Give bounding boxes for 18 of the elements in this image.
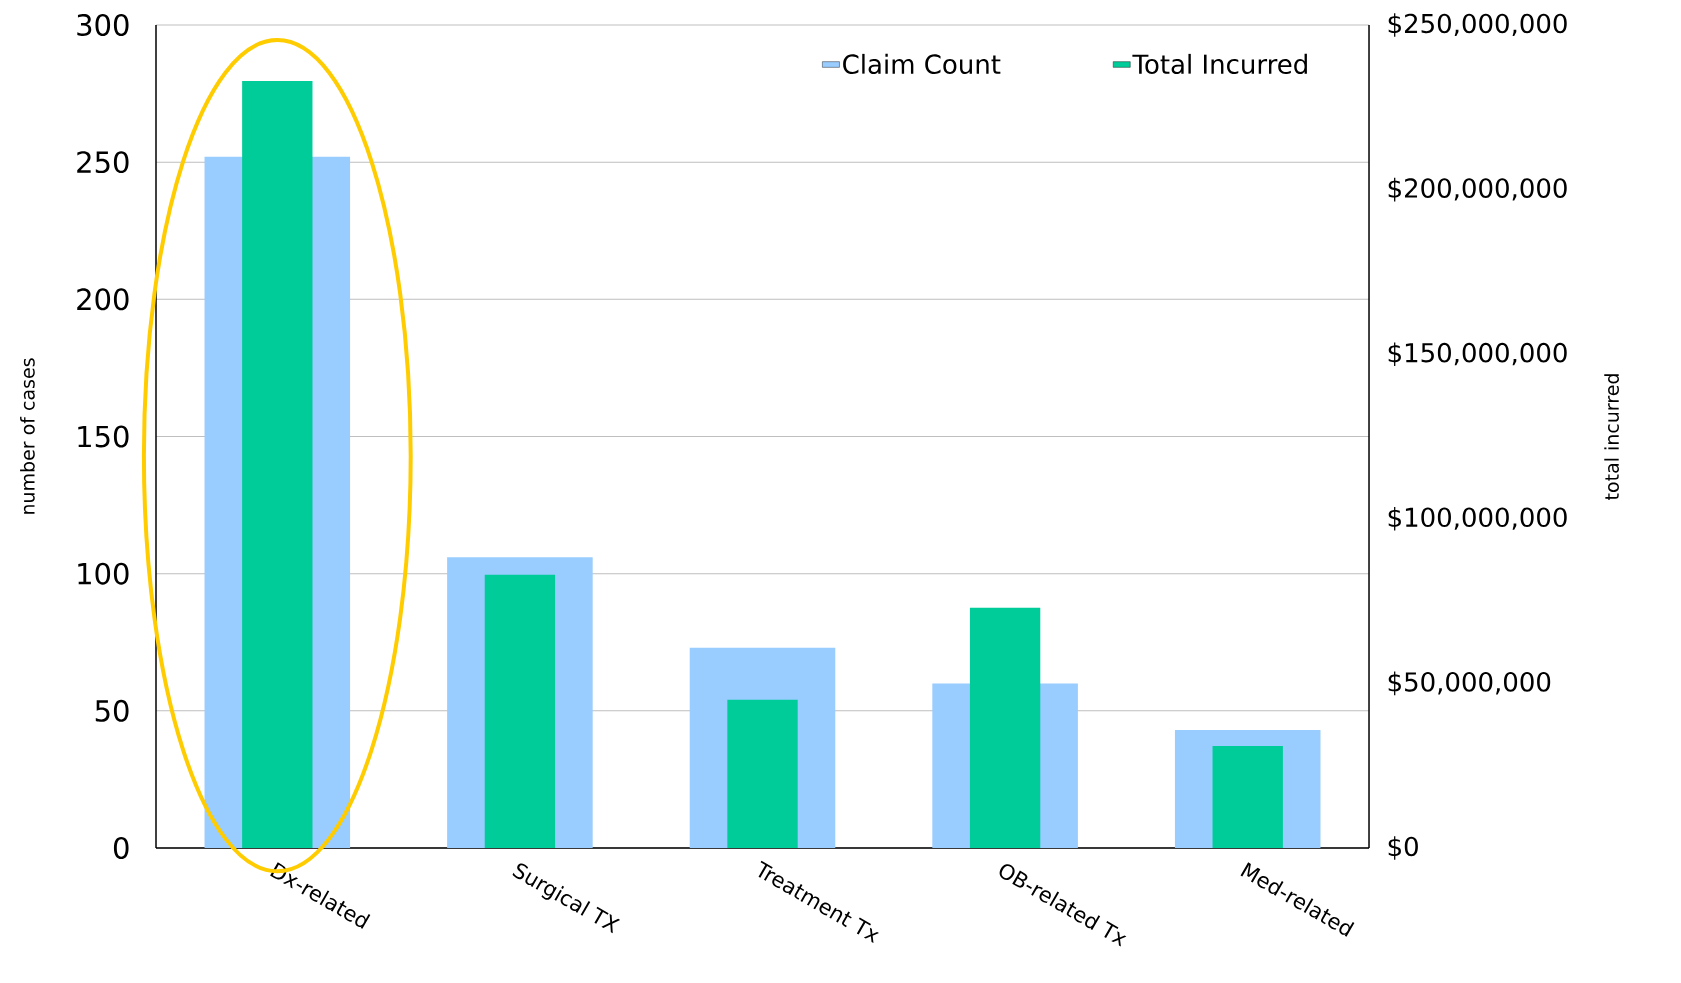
y-tick-label: 300: [77, 14, 129, 36]
y2-tick-label: $50,000,000: [1388, 671, 1551, 696]
legend-label: Total Incurred: [1132, 53, 1307, 74]
y2-tick-label: $250,000,000: [1388, 13, 1567, 37]
y2-tick-label: $150,000,000: [1388, 342, 1567, 366]
y-tick-label: 150: [78, 425, 129, 448]
legend-label: Claim Count: [843, 53, 1001, 74]
y2-tick-label: $100,000,000: [1388, 507, 1567, 531]
y-tick-label: 50: [95, 699, 129, 722]
y-tick-label: 100: [78, 562, 129, 585]
y-tick-label: 200: [77, 288, 129, 311]
bar: [727, 699, 798, 848]
y2-axis-title: total incurred: [1604, 374, 1619, 500]
y2-tick-label: $200,000,000: [1388, 177, 1567, 202]
y-axis-title: number of cases: [20, 358, 35, 514]
y-tick-label: 250: [77, 151, 129, 174]
y-tick-label: 0: [113, 837, 129, 859]
y2-tick-label: $0: [1388, 836, 1418, 860]
